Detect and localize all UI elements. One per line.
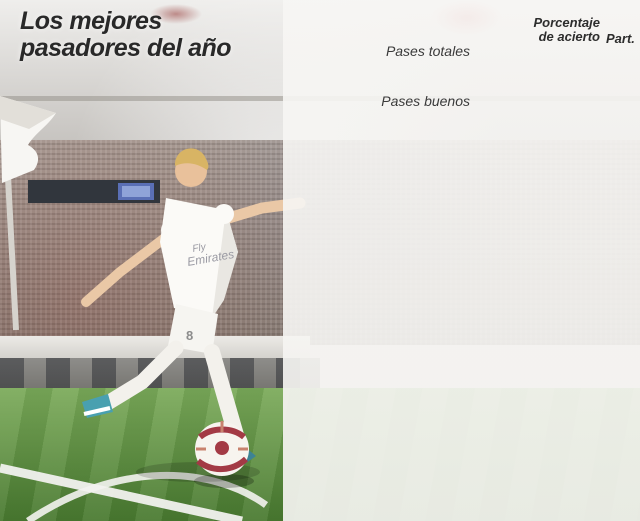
jersey-shading — [212, 210, 238, 318]
football — [194, 421, 254, 488]
pitchside-wall — [0, 336, 310, 360]
total-passes-legend-label: Pases totales — [385, 43, 470, 59]
background-red-banner — [150, 4, 202, 24]
jersey-left-sleeve — [161, 221, 179, 239]
player-kicking-leg — [98, 340, 184, 412]
boot-sole — [83, 406, 111, 416]
shorts-number: 8 — [186, 328, 193, 343]
corner-flag — [0, 96, 56, 331]
appearances-column-header: Part. — [606, 31, 635, 46]
pitch-lines — [0, 463, 269, 521]
player-left-arm — [81, 229, 175, 307]
player-shorts — [168, 304, 218, 354]
accuracy-column-header: Porcentaje de acierto — [533, 15, 600, 45]
jersey-right-sleeve — [214, 204, 234, 224]
chart-panel — [283, 0, 640, 521]
player-hair — [174, 148, 209, 170]
infographic-title: Los mejores pasadores del año — [20, 7, 232, 62]
jersey-sponsor-line1: Fly — [192, 242, 208, 255]
good-passes-legend-label: Pases buenos — [381, 93, 470, 109]
scoreboard — [28, 180, 160, 203]
